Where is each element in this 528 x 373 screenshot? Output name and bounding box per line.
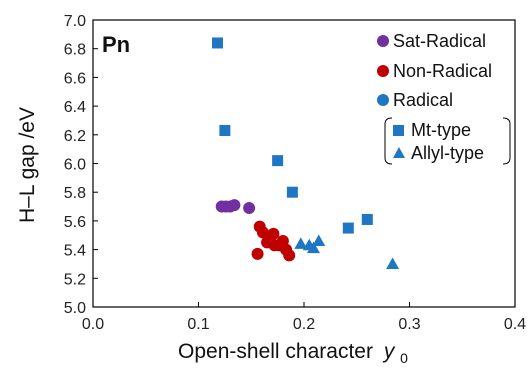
y-tick-label: 5.4 xyxy=(64,243,86,260)
y-tick-label: 6.8 xyxy=(64,42,86,59)
legend-label-allyl-type: Allyl-type xyxy=(411,143,484,163)
legend-marker-allyl-type xyxy=(393,147,405,158)
point-sat-radical xyxy=(243,201,256,214)
y-tick-label: 5.2 xyxy=(64,271,86,288)
point-mt-type xyxy=(219,124,231,136)
legend-label-sat-radical: Sat-Radical xyxy=(393,31,486,51)
legend-marker-mt-type xyxy=(393,125,404,136)
point-mt-type xyxy=(286,186,298,198)
x-axis-label: Open-shell character y 0 xyxy=(178,340,408,366)
legend-label-mt-type: Mt-type xyxy=(411,120,471,140)
x-axis-label-symbol: y xyxy=(382,340,396,363)
point-mt-type xyxy=(342,222,354,234)
y-tick-label: 5.8 xyxy=(64,185,86,202)
x-axis-label-subscript: 0 xyxy=(400,350,408,366)
legend-marker-non-radical xyxy=(377,65,389,77)
point-non-radical xyxy=(251,247,264,260)
y-tick-label: 6.2 xyxy=(64,128,86,145)
x-axis-label-text: Open-shell character xyxy=(178,340,373,363)
point-mt-type xyxy=(361,213,373,225)
x-axis-ticks: 0.0 0.1 0.2 0.3 0.4 xyxy=(82,302,526,333)
point-sat-radical xyxy=(228,199,241,212)
legend-label-non-radical: Non-Radical xyxy=(393,61,492,81)
point-mt-type xyxy=(272,155,284,167)
panel-label: Pn xyxy=(102,32,130,57)
point-non-radical xyxy=(267,227,280,240)
x-tick-label: 0.3 xyxy=(398,316,420,333)
y-tick-label: 7.0 xyxy=(64,13,86,30)
y-tick-label: 5.0 xyxy=(64,300,86,317)
point-allyl-type xyxy=(312,234,326,246)
point-allyl-type xyxy=(294,237,308,249)
y-axis-label: H–L gap /eV xyxy=(16,107,39,223)
legend-marker-radical xyxy=(377,94,389,106)
y-tick-label: 6.4 xyxy=(64,99,86,116)
legend-marker-sat-radical xyxy=(377,35,389,47)
point-mt-type xyxy=(211,37,223,49)
point-allyl-type xyxy=(306,241,320,254)
point-allyl-type xyxy=(386,257,400,269)
legend-label-radical: Radical xyxy=(393,90,453,110)
x-tick-label: 0.4 xyxy=(504,316,526,333)
legend: Sat-Radical Non-Radical Radical Mt-type … xyxy=(377,31,511,165)
y-axis-ticks: 5.0 5.2 5.4 5.6 5.8 6.0 6.2 6.4 6.6 6.8 7.0 xyxy=(64,13,98,317)
x-tick-label: 0.0 xyxy=(82,316,104,333)
y-tick-label: 6.0 xyxy=(64,157,86,174)
point-non-radical xyxy=(256,226,269,239)
legend-bracket-right xyxy=(502,117,511,165)
data-points xyxy=(211,37,400,269)
point-non-radical xyxy=(283,249,296,262)
x-tick-label: 0.1 xyxy=(187,316,209,333)
y-tick-label: 5.6 xyxy=(64,214,86,231)
legend-bracket-left xyxy=(384,117,393,165)
x-tick-label: 0.2 xyxy=(293,316,315,333)
y-tick-label: 6.6 xyxy=(64,70,86,87)
